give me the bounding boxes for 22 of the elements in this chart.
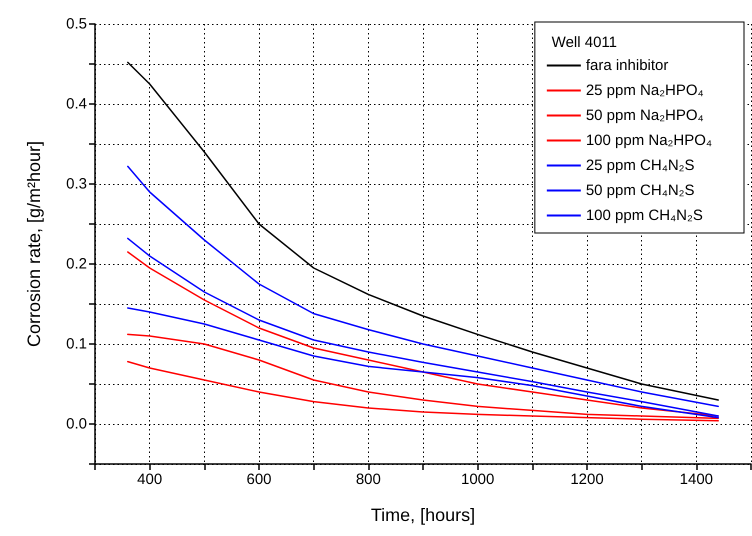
y-tick-label: 0.2 [66,256,87,272]
x-tick-label: 1400 [680,471,714,488]
y-tick-label: 0.4 [66,96,87,112]
y-tick-label: 0.3 [66,176,87,192]
x-tick-label: 1200 [570,471,604,488]
legend-title: Well 4011 [552,34,618,51]
legend-label: 100 ppm Na₂HPO₄ [586,132,712,149]
legend-label: 50 ppm CH₄N₂S [586,182,694,199]
legend-label: 25 ppm Na₂HPO₄ [586,82,704,99]
x-tick-label: 600 [246,471,272,488]
y-tick-label: 0.0 [66,416,87,432]
x-axis-title: Time, [hours] [370,505,476,525]
legend-label: 25 ppm CH₄N₂S [586,157,694,174]
legend-label: 100 ppm CH₄N₂S [586,207,703,224]
y-axis-title: Corrosion rate, [g/m²hour] [24,140,44,348]
legend-label: 50 ppm Na₂HPO₄ [586,107,704,124]
y-tick-label: 0.5 [66,16,87,32]
x-tick-label: 400 [137,471,162,488]
legend-label: fara inhibitor [586,57,668,74]
y-tick-label: 0.1 [66,336,87,352]
x-tick-label: 1000 [460,471,494,488]
x-tick-label: 800 [356,471,381,488]
